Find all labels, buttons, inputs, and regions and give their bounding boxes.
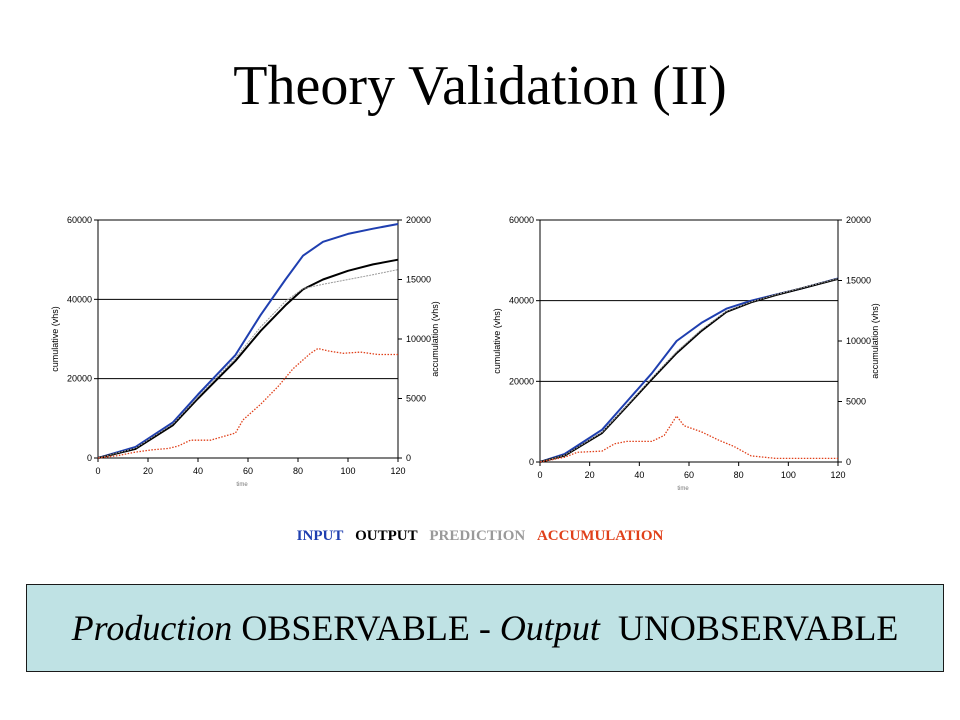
legend-prediction: PREDICTION [429,528,526,544]
y-tick-label: 20000 [509,376,534,386]
series-line-prediction [539,278,839,463]
y2-tick-label: 0 [406,453,411,463]
x-tick-label: 100 [781,470,796,480]
y-axis-label: cumulative (vhs) [50,306,60,372]
conclusion-banner: Production OBSERVABLE - Output UNOBSERVA… [26,584,944,672]
slide-title: Theory Validation (II) [233,55,727,117]
series-line-prediction [97,269,399,459]
series-line-accumulation [539,415,838,463]
x-tick-label: 20 [143,466,153,476]
x-tick-label: 20 [585,470,595,480]
x-tick-label: 60 [684,470,694,480]
y2-tick-label: 0 [846,457,851,467]
y-tick-label: 60000 [509,215,534,225]
series-line-input [97,223,399,459]
y2-tick-label: 15000 [846,276,871,286]
y-tick-label: 60000 [67,215,92,225]
x-tick-label: 40 [193,466,203,476]
x-tick-label: 0 [95,466,100,476]
y2-axis-label: accumulation (vhs) [870,303,880,379]
series-line-output [97,258,399,459]
legend: INPUT OUTPUT PREDICTION ACCUMULATION [0,528,960,545]
chart-right: 0 20 40 60 80 100 1200200004000060000050001000… [492,215,880,492]
y-axis-label: cumulative (vhs) [492,308,502,374]
y-tick-label: 0 [87,453,92,463]
y-tick-label: 40000 [67,294,92,304]
x-tick-label: 120 [390,466,405,476]
x-tick-label: 40 [634,470,644,480]
chart-left: 0 20 40 60 80 100 1200200004000060000050001000… [50,215,440,488]
y2-axis-label: accumulation (vhs) [430,301,440,377]
banner-separator: - [478,608,491,648]
y2-tick-label: 10000 [846,336,871,346]
legend-accumulation: ACCUMULATION [536,528,664,544]
y2-tick-label: 20000 [846,215,871,225]
x-tick-label: 100 [340,466,355,476]
banner-word-observable: OBSERVABLE [241,608,470,648]
y2-tick-label: 5000 [846,397,866,407]
plot-area [97,219,399,459]
x-tick-label: 80 [734,470,744,480]
banner-word-production: Production [71,608,233,648]
y2-tick-label: 5000 [406,394,426,404]
legend-output: OUTPUT [355,528,418,544]
legend-input: INPUT [296,528,344,544]
x-axis-label: time [236,482,248,488]
y2-tick-label: 15000 [406,275,431,285]
y-tick-label: 40000 [509,296,534,306]
series-line-accumulation [97,347,398,459]
y2-tick-label: 10000 [406,334,431,344]
x-tick-label: 0 [537,470,542,480]
series-line-output [539,277,839,463]
x-tick-label: 120 [830,470,845,480]
x-tick-label: 80 [293,466,303,476]
y2-tick-label: 20000 [406,215,431,225]
y-tick-label: 20000 [67,374,92,384]
y-tick-label: 0 [529,457,534,467]
x-tick-label: 60 [243,466,253,476]
banner-word-output: Output [499,608,600,648]
x-axis-label: time [677,486,689,492]
banner-word-unobservable: UNOBSERVABLE [617,608,899,648]
